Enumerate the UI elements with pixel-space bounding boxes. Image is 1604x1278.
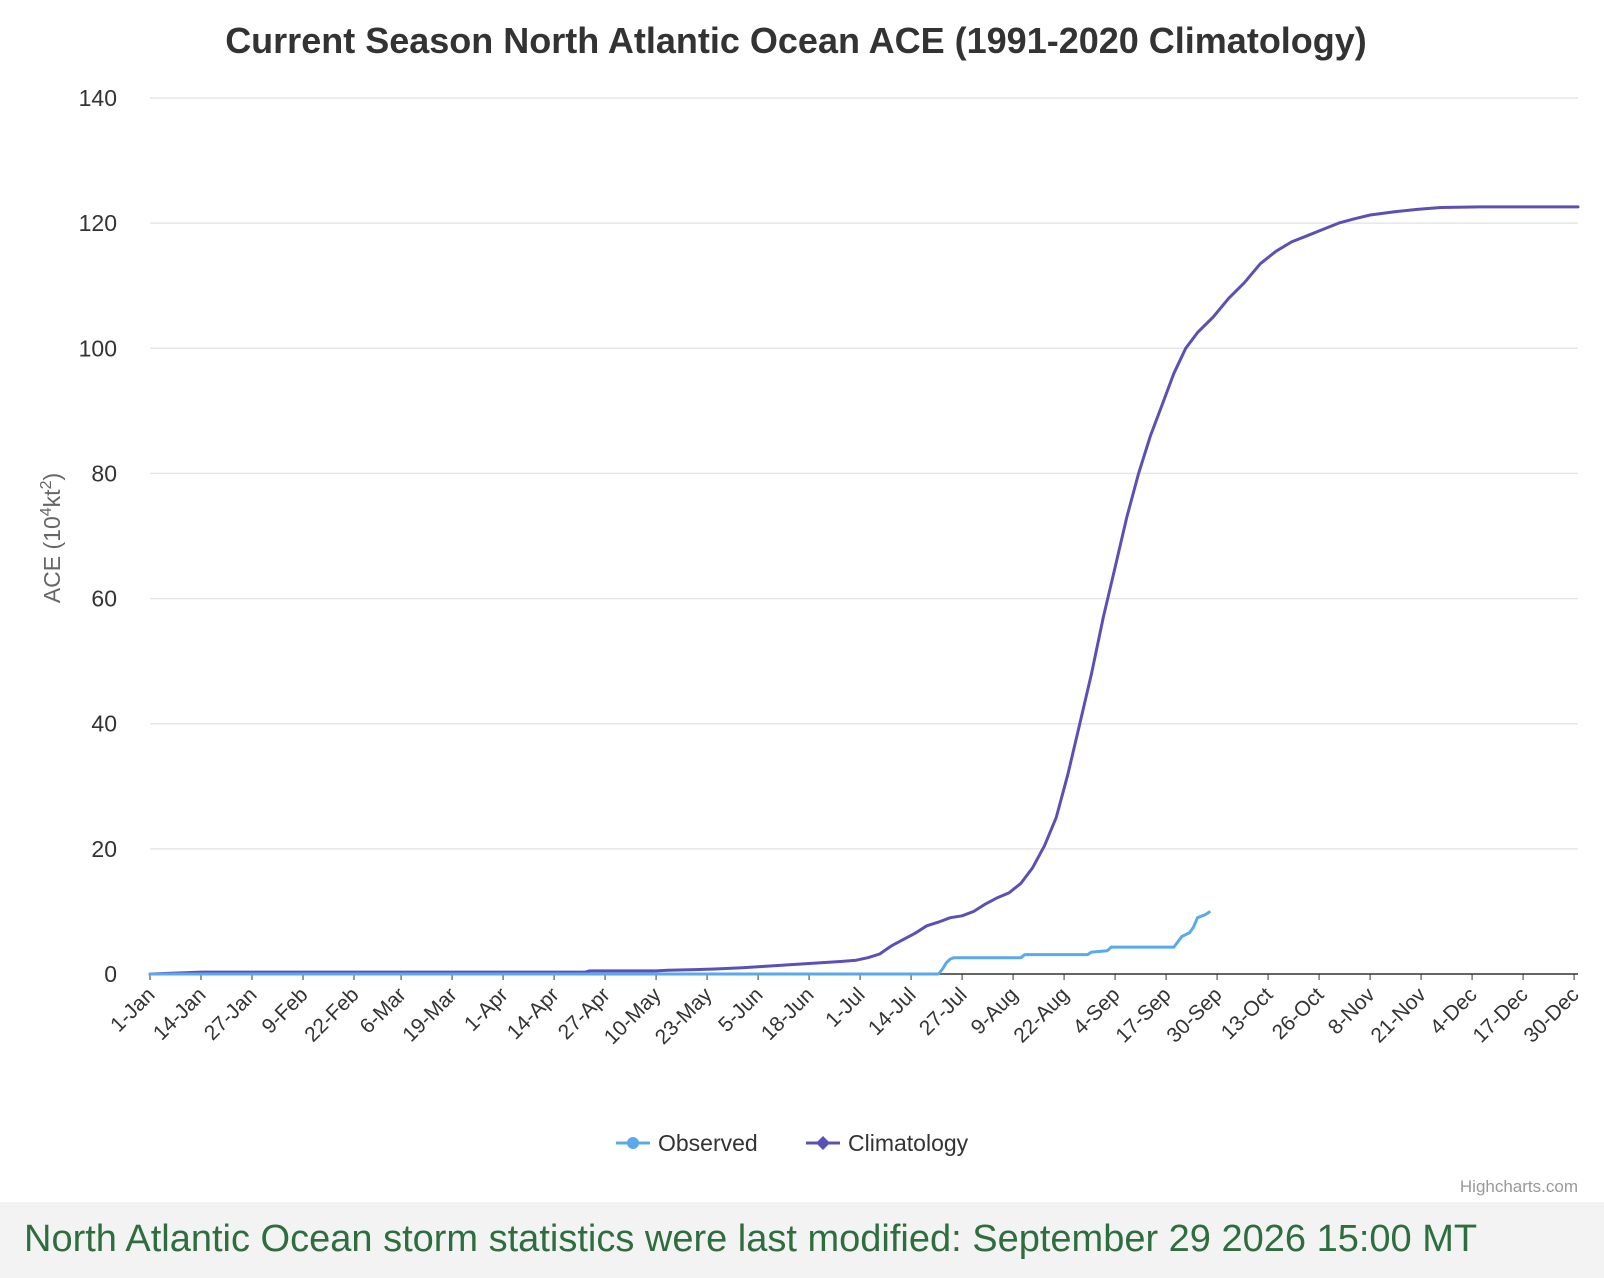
x-tick-label: 22-Aug bbox=[1009, 983, 1073, 1047]
ylabel-prefix: ACE (10 bbox=[39, 516, 65, 603]
legend-climatology-label: Climatology bbox=[848, 1130, 969, 1156]
legend-observed-label: Observed bbox=[658, 1130, 758, 1156]
x-tick-label: 1-Jul bbox=[821, 983, 869, 1031]
y-tick-label: 0 bbox=[104, 961, 117, 987]
x-tick-label: 17-Sep bbox=[1111, 983, 1175, 1047]
chart-container: Current Season North Atlantic Ocean ACE … bbox=[38, 20, 1584, 1196]
x-tick-label: 26-Oct bbox=[1268, 983, 1329, 1044]
x-tick-label: 30-Sep bbox=[1162, 983, 1226, 1047]
y-tick-label: 40 bbox=[91, 711, 117, 737]
y-tick-label: 80 bbox=[91, 460, 117, 486]
x-tick-label: 22-Feb bbox=[300, 983, 363, 1046]
y-tick-label: 120 bbox=[79, 210, 117, 236]
y-tick-label: 100 bbox=[79, 335, 117, 361]
ylabel-sup-1: 4 bbox=[38, 507, 55, 516]
x-tick-label: 14-Jan bbox=[149, 983, 211, 1045]
x-axis-ticks: 1-Jan14-Jan27-Jan9-Feb22-Feb6-Mar19-Mar1… bbox=[106, 974, 1584, 1049]
y-axis-ticks: 0 20 40 60 80 100 120 140 bbox=[79, 85, 117, 987]
highcharts-credits-link[interactable]: Highcharts.com bbox=[1460, 1177, 1578, 1196]
legend-climatology-marker-icon bbox=[816, 1136, 830, 1150]
x-tick-label: 27-Jan bbox=[200, 983, 262, 1045]
ylabel-sup-2: 2 bbox=[38, 480, 55, 489]
x-tick-label: 30-Dec bbox=[1519, 983, 1583, 1047]
ylabel-suffix: ) bbox=[39, 473, 65, 481]
legend-item-observed[interactable]: Observed bbox=[616, 1130, 758, 1156]
gridlines bbox=[150, 97, 1578, 850]
ace-line-chart: Current Season North Atlantic Ocean ACE … bbox=[38, 20, 1584, 1196]
chart-title: Current Season North Atlantic Ocean ACE … bbox=[225, 20, 1367, 61]
series-line-observed[interactable] bbox=[148, 910, 1211, 976]
y-tick-label: 20 bbox=[91, 836, 117, 862]
x-tick-label: 17-Dec bbox=[1468, 983, 1532, 1047]
x-tick-label: 18-Jun bbox=[757, 983, 819, 1045]
x-tick-label: 19-Mar bbox=[398, 983, 461, 1046]
y-axis-title: ACE (104kt2) bbox=[38, 473, 65, 603]
legend: Observed Climatology bbox=[616, 1130, 969, 1156]
x-tick-label: 14-Jul bbox=[864, 983, 921, 1040]
y-tick-label: 140 bbox=[79, 85, 117, 111]
series-line-climatology[interactable] bbox=[148, 205, 1580, 976]
x-tick-label: 23-May bbox=[651, 983, 717, 1049]
last-modified-text: North Atlantic Ocean storm statistics we… bbox=[24, 1218, 1478, 1260]
x-tick-label: 14-Apr bbox=[503, 983, 564, 1044]
x-tick-label: 27-Jul bbox=[915, 983, 972, 1040]
x-tick-label: 13-Oct bbox=[1217, 983, 1278, 1044]
legend-observed-marker-icon bbox=[627, 1137, 639, 1149]
series-layer bbox=[148, 205, 1580, 976]
last-modified-footer: North Atlantic Ocean storm statistics we… bbox=[0, 1202, 1604, 1278]
y-tick-label: 60 bbox=[91, 586, 117, 612]
legend-item-climatology[interactable]: Climatology bbox=[806, 1130, 969, 1156]
ylabel-mid: kt bbox=[39, 489, 65, 508]
x-tick-label: 21-Nov bbox=[1366, 983, 1430, 1047]
